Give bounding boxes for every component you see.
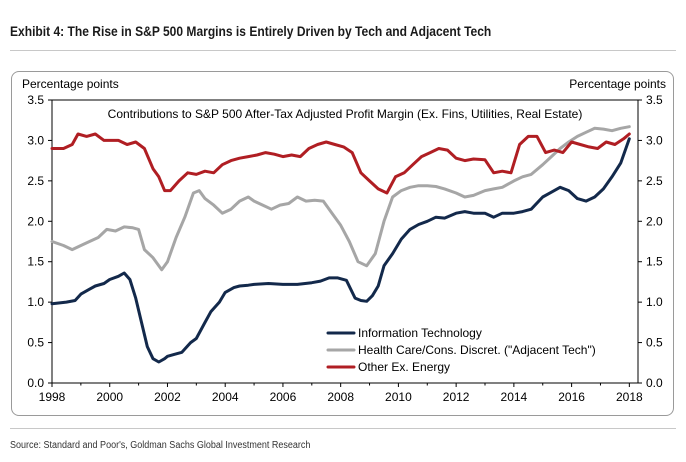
chart-title: Contributions to S&P 500 After-Tax Adjus… [108,107,583,121]
title-rule [10,50,676,51]
exhibit-title: Exhibit 4: The Rise in S&P 500 Margins i… [10,23,492,39]
x-tick-label: 2018 [616,390,643,404]
y-tick-label-right: 1.0 [646,295,663,309]
y-tick-label-left: 0.0 [27,376,44,390]
y-tick-label-left: 3.5 [27,93,44,107]
y-tick-label-left: 2.0 [27,214,44,228]
y-tick-label-right: 3.5 [646,93,663,107]
legend: Information Technology Health Care/Cons. … [326,326,596,374]
x-tick-label: 1998 [39,390,66,404]
y-tick-label-left: 1.5 [27,255,44,269]
source-rule [10,428,676,429]
x-tick-label: 2010 [385,390,412,404]
y-tick-label-right: 0.5 [646,336,663,350]
x-tick-label: 2016 [558,390,585,404]
y-tick-label-right: 1.5 [646,255,663,269]
source-note: Source: Standard and Poor's, Goldman Sac… [10,440,311,451]
legend-label-other-ex-energy: Other Ex. Energy [358,360,450,374]
y-tick-label-left: 0.5 [27,336,44,350]
series-line-other-ex-energy [50,132,631,195]
legend-label-health-care-cons-discret-adjacent-tech: Health Care/Cons. Discret. ("Adjacent Te… [358,343,596,357]
x-tick-label: 2004 [212,390,239,404]
y-axis-label-right: Percentage points [569,77,666,91]
series-line-information-technology [50,137,631,364]
y-tick-label-left: 1.0 [27,295,44,309]
x-tick-label: 2006 [270,390,297,404]
x-tick-label: 2008 [327,390,354,404]
legend-label-information-technology: Information Technology [358,326,482,340]
plot-area-border [51,99,639,384]
y-tick-label-left: 3.0 [27,133,44,147]
series-line-health-care-cons-discret-adjacent-tech [50,125,631,272]
y-tick-label-right: 3.0 [646,133,663,147]
x-tick-label: 2012 [443,390,470,404]
y-tick-label-right: 2.0 [646,214,663,228]
y-tick-label-left: 2.5 [27,174,44,188]
y-tick-label-right: 0.0 [646,376,663,390]
y-tick-label-right: 2.5 [646,174,663,188]
x-tick-label: 2000 [96,390,123,404]
y-axis-label-left: Percentage points [22,77,119,91]
x-tick-label: 2002 [154,390,181,404]
chart-frame [11,71,674,416]
x-tick-label: 2014 [501,390,528,404]
